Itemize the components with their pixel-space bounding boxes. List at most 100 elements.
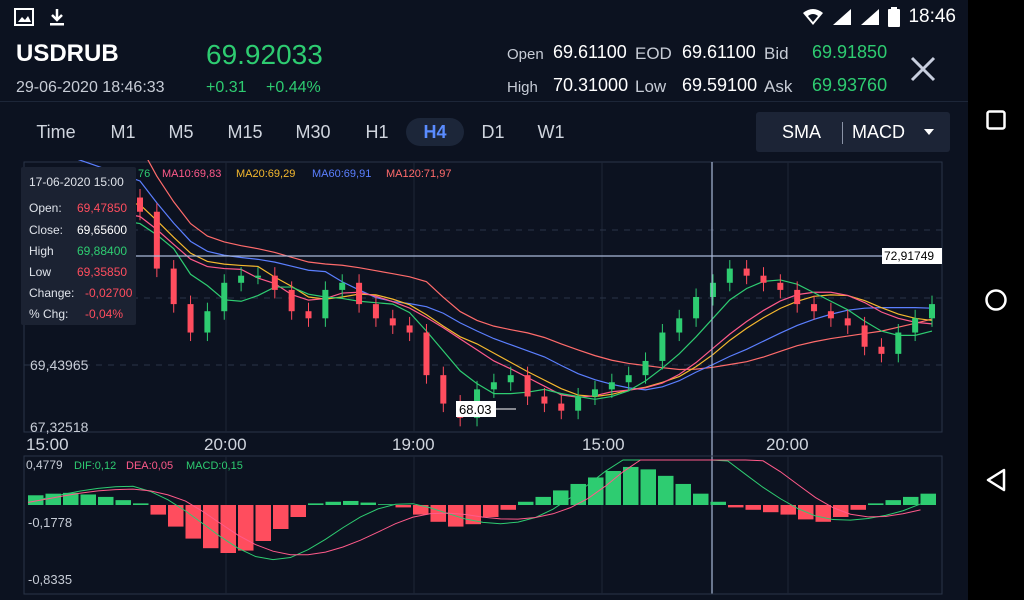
close-button[interactable] — [906, 52, 940, 86]
tab-h4[interactable]: H4 — [406, 118, 464, 146]
macd-bar — [500, 505, 516, 510]
low-value: 69.59100 — [682, 75, 758, 95]
price-change-percent: +0.44% — [266, 79, 321, 96]
x-axis-label: 20:00 — [766, 435, 809, 454]
candle-body — [709, 282, 716, 297]
ma120-legend: MA120:71,97 — [386, 168, 452, 180]
recent-apps-button[interactable] — [982, 106, 1010, 134]
high-label: High — [507, 79, 538, 96]
main-indicator[interactable]: SMA — [782, 122, 822, 142]
macd-bar — [325, 501, 341, 505]
candle-body — [490, 382, 497, 390]
dif-legend: DIF:0,12 — [74, 460, 116, 472]
header-divider — [0, 101, 968, 102]
macd-bar — [413, 505, 429, 515]
candle-body — [693, 297, 700, 319]
ma60-line — [77, 160, 933, 391]
download-icon — [50, 9, 64, 26]
macd-bar — [710, 501, 726, 505]
sub-indicator[interactable]: MACD — [852, 122, 905, 142]
candle-body — [642, 360, 649, 376]
open-value: 69.61100 — [553, 42, 627, 62]
macd-bar — [45, 493, 61, 505]
tab-m30[interactable]: M30 — [295, 121, 331, 142]
tab-m15[interactable]: M15 — [227, 121, 263, 142]
macd-bar — [745, 505, 761, 510]
macd-bar — [343, 500, 359, 505]
tooltip-value: -0,02700 — [85, 286, 133, 300]
symbol-name: USDRUB — [16, 40, 119, 67]
candle-body — [322, 289, 329, 319]
min-price-label: 68.03 — [459, 402, 492, 417]
quote-datetime: 29-06-2020 18:46:33 — [16, 79, 165, 96]
macd-bar — [150, 505, 166, 515]
price-chart[interactable]: 72,91749 69,43965 67,32518 68.03 15:00 20:00 1… — [0, 160, 968, 600]
quote-header: USDRUB 29-06-2020 18:46:33 69.92033 +0.3… — [0, 34, 968, 100]
candle-body — [288, 289, 295, 312]
macd-bar — [570, 483, 586, 505]
candle-body — [372, 304, 379, 319]
open-label: Open — [507, 46, 544, 63]
macd-bar — [395, 505, 411, 508]
tab-m1[interactable]: M1 — [110, 121, 136, 142]
tooltip-value: -0,04% — [85, 307, 124, 321]
dea-legend: DEA:0,05 — [126, 460, 173, 472]
macd-bar — [518, 501, 534, 505]
candle-body — [356, 282, 363, 305]
back-button[interactable] — [982, 466, 1010, 494]
circle-icon — [985, 289, 1007, 311]
crosshair-value: 72,91749 — [884, 249, 934, 263]
dif-line — [27, 459, 921, 561]
last-price: 69.92033 — [206, 39, 323, 70]
tooltip-label: % Chg: — [29, 307, 69, 321]
ma120-line — [147, 160, 933, 371]
macd-y-label: -0,1778 — [28, 515, 72, 530]
macd-bar — [693, 493, 709, 505]
eod-value: 69.61100 — [682, 42, 756, 62]
candle-body — [153, 211, 160, 269]
candle-body — [844, 318, 851, 326]
macd-bar — [185, 505, 201, 539]
tab-d1[interactable]: D1 — [481, 121, 505, 142]
macd-bar — [885, 500, 901, 505]
tab-h1[interactable]: H1 — [365, 121, 389, 142]
candle-body — [676, 318, 683, 333]
candle-body — [861, 325, 868, 347]
macd-y-label: -0,8335 — [28, 572, 72, 587]
macd-bar — [203, 505, 219, 549]
tooltip-label: Close: — [29, 223, 64, 237]
candle-body — [608, 382, 615, 390]
ma60-legend: MA60:69,91 — [312, 168, 372, 180]
candle-body — [254, 275, 261, 278]
candle-body — [423, 332, 430, 376]
macd-bar — [80, 494, 96, 505]
macd-y-label: 0,4779 — [26, 458, 63, 472]
tooltip-value: 69,47850 — [77, 201, 128, 215]
macd-bar — [728, 505, 744, 508]
status-bar: 18:46 — [0, 0, 968, 34]
ma5-legend: 76 — [138, 168, 151, 180]
candle-body — [878, 346, 885, 354]
tooltip-label: High — [29, 244, 54, 258]
macd-bar — [63, 492, 79, 505]
y-axis-label: 69,43965 — [30, 357, 89, 373]
candle-body — [137, 197, 143, 212]
home-button[interactable] — [982, 286, 1010, 314]
candle-body — [204, 311, 211, 333]
macd-bar — [623, 466, 639, 505]
candle-body — [777, 282, 784, 290]
candle-body — [929, 304, 935, 319]
tab-w1[interactable]: W1 — [537, 121, 565, 142]
tab-m5[interactable]: M5 — [168, 121, 194, 142]
chevron-down-icon[interactable] — [924, 129, 934, 135]
candle-body — [170, 268, 177, 305]
x-axis-label: 19:00 — [392, 435, 435, 454]
x-axis-label: 15:00 — [26, 435, 69, 454]
candle-body — [238, 275, 245, 283]
ma20-legend: MA20:69,29 — [236, 168, 296, 180]
indicator-selector[interactable]: SMA MACD — [756, 112, 950, 152]
macd-bar — [168, 505, 184, 527]
navigation-bar — [968, 0, 1024, 600]
macd-bar — [780, 505, 796, 515]
tab-time[interactable]: Time — [36, 121, 76, 142]
